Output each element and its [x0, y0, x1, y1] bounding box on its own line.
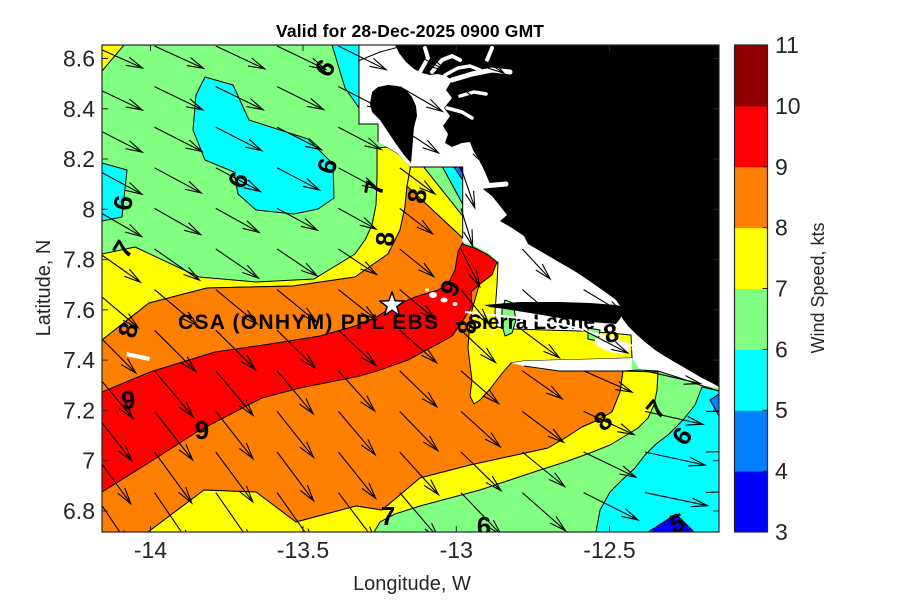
svg-text:7.4: 7.4 — [63, 347, 95, 373]
svg-text:3: 3 — [775, 519, 788, 545]
svg-text:Latitude, N: Latitude, N — [33, 240, 55, 337]
svg-text:-14: -14 — [134, 537, 167, 563]
svg-text:8.2: 8.2 — [63, 146, 95, 172]
svg-text:-13.5: -13.5 — [277, 537, 329, 563]
svg-text:9: 9 — [775, 154, 788, 180]
svg-text:8: 8 — [82, 196, 95, 222]
svg-text:-13: -13 — [440, 537, 473, 563]
svg-text:6: 6 — [477, 511, 491, 541]
svg-text:7.6: 7.6 — [63, 297, 95, 323]
svg-text:4: 4 — [775, 458, 788, 484]
svg-text:-12.5: -12.5 — [583, 537, 635, 563]
svg-text:7: 7 — [775, 276, 788, 302]
svg-text:7.8: 7.8 — [63, 247, 95, 273]
svg-text:9: 9 — [195, 415, 209, 445]
svg-text:6: 6 — [107, 193, 139, 212]
svg-text:8.6: 8.6 — [63, 46, 95, 72]
svg-text:8: 8 — [401, 186, 433, 205]
svg-text:9: 9 — [121, 385, 135, 415]
svg-text:8: 8 — [775, 215, 788, 241]
svg-text:7: 7 — [82, 448, 95, 474]
svg-text:11: 11 — [775, 32, 799, 58]
svg-text:7.2: 7.2 — [63, 397, 95, 423]
svg-text:8: 8 — [452, 320, 482, 334]
svg-text:8: 8 — [369, 230, 400, 247]
svg-text:10: 10 — [775, 93, 801, 119]
svg-text:Longitude, W: Longitude, W — [353, 573, 471, 595]
svg-text:6: 6 — [775, 336, 788, 362]
svg-text:6.8: 6.8 — [63, 498, 95, 524]
svg-text:5: 5 — [775, 397, 788, 423]
svg-text:7: 7 — [381, 501, 395, 531]
svg-text:Wind Speed, kts: Wind Speed, kts — [808, 222, 828, 353]
svg-text:Valid for 28-Dec-2025 0900 GMT: Valid for 28-Dec-2025 0900 GMT — [276, 21, 544, 41]
svg-text:8.4: 8.4 — [63, 96, 95, 122]
svg-text:7: 7 — [358, 178, 390, 197]
